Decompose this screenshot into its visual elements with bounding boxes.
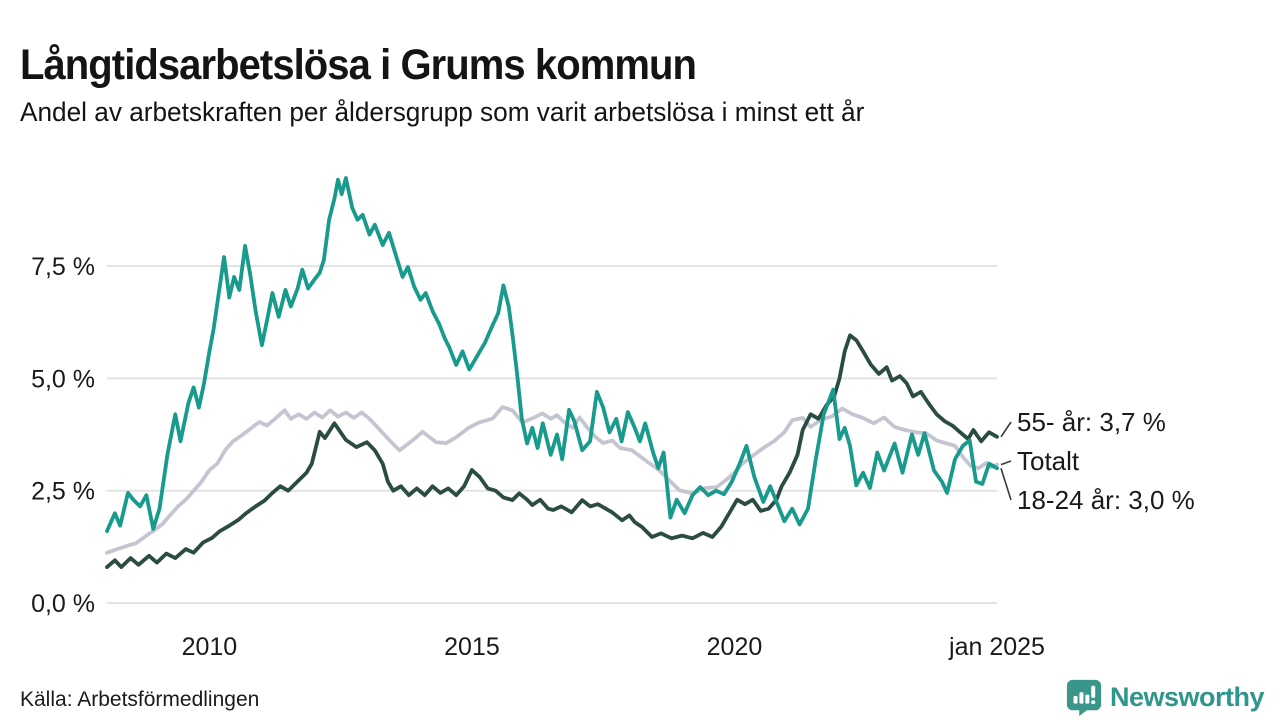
leader-line-18-24-r — [1000, 467, 1012, 501]
x-tick-jan-2025: jan 2025 — [948, 633, 1045, 661]
y-tick-0-0: 0,0 % — [31, 590, 95, 618]
newsworthy-pin-icon — [1065, 678, 1103, 716]
newsworthy-wordmark: Newsworthy — [1109, 681, 1265, 712]
leader-line-totalt — [1000, 460, 1012, 466]
y-tick-5-0: 5,0 % — [31, 365, 95, 393]
x-tick-2020: 2020 — [707, 633, 763, 661]
series-line-18-24-r — [105, 176, 999, 533]
page-title: Långtidsarbetslösa i Grums kommun — [20, 40, 697, 89]
series-label-55-r: 55- år: 3,7 % — [1017, 407, 1166, 437]
series-line-totalt — [105, 405, 999, 555]
source-note: Källa: Arbetsförmedlingen — [20, 688, 260, 711]
newsworthy-logo[interactable]: Newsworthy — [1065, 678, 1265, 716]
y-tick-7-5: 7,5 % — [31, 253, 95, 281]
leader-line-55-r — [1000, 421, 1012, 438]
series-label-18-24-r: 18-24 år: 3,0 % — [1017, 485, 1195, 515]
page-subtitle: Andel av arbetskraften per åldersgrupp s… — [20, 97, 865, 127]
series-label-totalt: Totalt — [1017, 446, 1080, 476]
x-tick-2015: 2015 — [444, 633, 500, 661]
series-line-55-r — [105, 333, 999, 569]
y-tick-2-5: 2,5 % — [31, 478, 95, 506]
x-tick-2010: 2010 — [182, 633, 238, 661]
